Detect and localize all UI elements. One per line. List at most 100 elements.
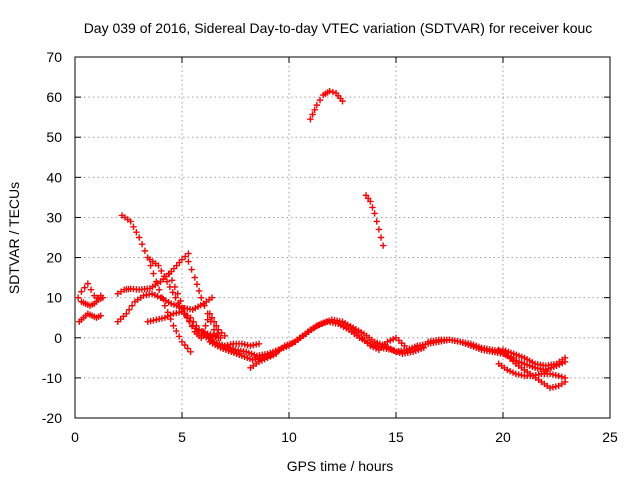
data-point bbox=[172, 294, 179, 301]
data-point bbox=[558, 380, 566, 388]
data-point bbox=[214, 330, 221, 337]
data-series-track-n bbox=[247, 350, 280, 372]
data-point bbox=[504, 366, 511, 374]
data-point bbox=[218, 329, 225, 336]
data-point bbox=[183, 312, 190, 319]
y-tick-label: 20 bbox=[46, 250, 62, 266]
data-point bbox=[173, 327, 180, 335]
data-point bbox=[78, 288, 85, 295]
data-point bbox=[326, 87, 333, 95]
data-point bbox=[198, 294, 205, 301]
data-point bbox=[163, 278, 171, 285]
data-point bbox=[267, 353, 274, 360]
x-tick-label: 5 bbox=[178, 429, 186, 445]
x-tick-label: 0 bbox=[71, 429, 79, 445]
data-point bbox=[272, 350, 280, 358]
data-point bbox=[375, 226, 383, 233]
data-point bbox=[154, 293, 161, 300]
data-point bbox=[255, 358, 263, 366]
x-tick-label: 25 bbox=[602, 429, 618, 445]
data-point bbox=[202, 322, 209, 329]
data-point bbox=[141, 247, 149, 255]
data-point bbox=[270, 351, 277, 359]
data-point bbox=[171, 283, 179, 291]
data-point bbox=[161, 302, 169, 309]
data-point bbox=[128, 302, 136, 309]
data-point bbox=[261, 355, 268, 363]
data-point bbox=[127, 218, 134, 225]
data-point bbox=[509, 369, 517, 376]
data-point bbox=[561, 374, 569, 382]
data-point bbox=[187, 348, 194, 356]
data-point bbox=[165, 270, 173, 277]
data-point bbox=[81, 284, 88, 291]
plot-frame bbox=[74, 56, 611, 419]
data-series-track-b bbox=[76, 310, 104, 325]
data-point bbox=[184, 345, 191, 352]
data-point bbox=[387, 337, 394, 344]
data-point bbox=[373, 218, 380, 225]
data-series-track-w bbox=[510, 356, 569, 374]
data-point bbox=[264, 354, 271, 362]
data-point bbox=[178, 338, 186, 345]
y-axis-label: SDTVAR / TECUs bbox=[6, 182, 22, 294]
data-series-track-p bbox=[362, 192, 387, 249]
data-point bbox=[147, 262, 154, 269]
data-point bbox=[138, 240, 146, 248]
data-point bbox=[258, 357, 266, 364]
data-point bbox=[167, 311, 174, 319]
data-point bbox=[420, 344, 428, 352]
y-tick-label: 50 bbox=[46, 129, 62, 145]
data-point bbox=[555, 372, 562, 380]
data-point bbox=[191, 274, 199, 281]
data-point bbox=[133, 228, 140, 236]
y-tick-label: 60 bbox=[46, 89, 62, 105]
y-tick-label: 0 bbox=[54, 330, 62, 346]
data-point bbox=[316, 96, 324, 104]
data-series-track-o bbox=[307, 87, 346, 123]
data-series-track-d bbox=[114, 250, 192, 297]
data-point bbox=[553, 362, 560, 370]
x-tick-label: 15 bbox=[388, 429, 404, 445]
y-tick-label: 30 bbox=[46, 209, 62, 225]
data-point bbox=[117, 288, 125, 295]
data-point bbox=[401, 342, 408, 349]
x-tick-label: 20 bbox=[495, 429, 511, 445]
data-point bbox=[87, 286, 95, 293]
data-point bbox=[84, 280, 92, 287]
y-tick-label: -10 bbox=[42, 370, 62, 386]
data-point bbox=[155, 262, 162, 269]
data-point bbox=[114, 290, 121, 297]
data-series-track-u bbox=[495, 360, 569, 382]
data-point bbox=[97, 312, 104, 319]
data-point bbox=[369, 204, 376, 211]
data-point bbox=[123, 310, 130, 317]
data-layer bbox=[75, 87, 569, 392]
x-tick-label: 10 bbox=[281, 429, 297, 445]
data-point bbox=[188, 323, 196, 330]
data-point bbox=[150, 270, 157, 277]
data-point bbox=[204, 316, 211, 323]
data-series-track-f bbox=[118, 212, 194, 356]
data-point bbox=[208, 314, 216, 321]
data-point bbox=[384, 338, 391, 345]
data-point bbox=[181, 341, 189, 349]
data-point bbox=[561, 358, 569, 366]
grid bbox=[75, 57, 610, 418]
data-point bbox=[367, 198, 374, 205]
data-point bbox=[389, 335, 397, 343]
data-point bbox=[155, 286, 163, 293]
data-point bbox=[208, 294, 216, 301]
data-point bbox=[174, 290, 181, 297]
data-point bbox=[558, 373, 566, 381]
data-point bbox=[506, 368, 514, 375]
y-tick-label: -20 bbox=[42, 410, 62, 426]
data-point bbox=[75, 294, 82, 301]
data-point bbox=[99, 294, 107, 301]
x-axis-label: GPS time / hours bbox=[287, 458, 394, 474]
data-series-track-q bbox=[350, 326, 408, 354]
data-point bbox=[160, 273, 168, 280]
data-point bbox=[161, 314, 169, 321]
